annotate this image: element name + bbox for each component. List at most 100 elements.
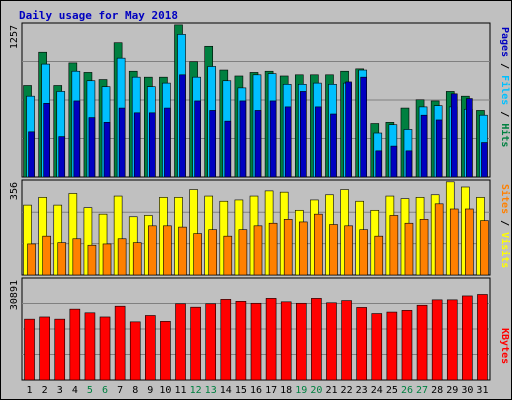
bar-kbytes-day-8	[129, 321, 141, 381]
bar-kbytes-day-15	[235, 301, 247, 381]
bar-kbytes-day-23	[356, 307, 367, 381]
bar-pages-day-2	[43, 103, 50, 178]
bar-sites-day-14	[223, 235, 233, 276]
bar-sites-day-24	[374, 235, 384, 276]
bar-sites-day-18	[283, 219, 293, 276]
bar-sites-day-5	[87, 244, 97, 276]
bar-pages-day-26	[405, 150, 413, 178]
bar-kbytes-day-30	[462, 295, 473, 381]
bar-kbytes-day-29	[446, 299, 458, 381]
bar-pages-day-5	[88, 117, 96, 178]
day-label-12: 12	[190, 385, 202, 396]
bar-kbytes-day-17	[265, 298, 277, 381]
bar-kbytes-day-16	[250, 302, 262, 381]
series-label-hits-files-pages: Pages / Files / Hits	[499, 27, 511, 147]
day-label-28: 28	[431, 385, 443, 396]
bar-sites-day-15	[238, 229, 248, 276]
bar-pages-day-10	[164, 107, 171, 178]
bar-kbytes-day-1	[24, 318, 35, 381]
day-label-31: 31	[476, 385, 488, 396]
axis-label-separator: /	[499, 214, 510, 232]
bar-pages-day-1	[28, 131, 35, 178]
bar-kbytes-day-2	[39, 316, 50, 381]
day-label-2: 2	[42, 385, 48, 396]
bar-kbytes-day-22	[341, 300, 352, 381]
axis-label-hits: Hits	[499, 123, 511, 147]
day-label-11: 11	[174, 385, 186, 396]
axis-label-sites: Sites	[499, 184, 511, 214]
bar-sites-day-23	[359, 229, 368, 276]
series-label-kbytes: KBytes	[499, 328, 510, 364]
bar-sites-day-9	[148, 225, 157, 276]
bar-sites-day-28	[434, 203, 444, 276]
day-label-7: 7	[117, 385, 123, 396]
bar-pages-day-3	[58, 136, 66, 178]
bar-kbytes-day-11	[175, 303, 186, 381]
day-label-24: 24	[371, 385, 383, 396]
day-label-21: 21	[325, 385, 337, 396]
bar-pages-day-20	[315, 106, 322, 178]
bar-sites-day-11	[178, 226, 187, 276]
day-label-5: 5	[87, 385, 93, 396]
bar-kbytes-day-28	[431, 299, 443, 381]
bar-pages-day-7	[118, 107, 126, 178]
bar-kbytes-day-31	[477, 294, 488, 381]
bar-sites-day-10	[163, 225, 172, 276]
bar-sites-day-20	[314, 213, 323, 276]
bar-pages-day-21	[330, 113, 337, 178]
bar-kbytes-day-9	[145, 315, 156, 381]
axis-label-files: Files	[499, 75, 511, 105]
bar-pages-day-13	[209, 110, 217, 178]
axis-label-visits: Visits	[499, 232, 511, 268]
day-label-22: 22	[341, 385, 353, 396]
bar-pages-day-28	[435, 119, 443, 178]
bar-pages-day-17	[269, 100, 277, 178]
day-label-17: 17	[265, 385, 277, 396]
bar-kbytes-day-26	[401, 310, 413, 381]
bar-sites-day-1	[27, 243, 36, 276]
bar-kbytes-day-18	[280, 301, 292, 381]
bar-pages-day-23	[360, 76, 367, 178]
bar-kbytes-day-13	[205, 303, 217, 381]
bar-pages-day-15	[239, 100, 247, 178]
bar-kbytes-day-5	[84, 312, 96, 381]
bar-pages-day-9	[149, 112, 156, 178]
day-label-16: 16	[250, 385, 262, 396]
bar-kbytes-day-14	[220, 299, 232, 381]
day-label-29: 29	[446, 385, 458, 396]
chart-title: Daily usage for May 2018	[19, 9, 178, 22]
bar-sites-day-30	[465, 208, 474, 276]
day-label-13: 13	[205, 385, 217, 396]
bar-pages-day-25	[390, 145, 398, 178]
series-label-sites-visits: Sites / Visits	[499, 184, 511, 268]
day-label-25: 25	[386, 385, 398, 396]
axis-label-separator: /	[499, 57, 510, 75]
bar-sites-day-7	[117, 238, 127, 276]
bar-pages-day-12	[194, 100, 201, 178]
bar-kbytes-day-10	[160, 321, 171, 381]
y-max-label-hits: 1257	[9, 25, 20, 49]
bar-sites-day-29	[449, 208, 459, 276]
bar-pages-day-11	[179, 74, 186, 178]
day-label-15: 15	[235, 385, 247, 396]
axis-label-pages: Pages	[499, 27, 510, 57]
bar-pages-day-24	[375, 150, 383, 178]
bar-sites-day-4	[72, 238, 82, 276]
y-max-label-kbytes: 30891	[9, 280, 20, 310]
bar-sites-day-19	[298, 221, 308, 276]
bar-kbytes-day-27	[416, 304, 428, 381]
day-label-20: 20	[310, 385, 322, 396]
bar-pages-day-16	[254, 110, 262, 178]
bar-pages-day-29	[450, 93, 458, 178]
day-label-8: 8	[132, 385, 138, 396]
day-label-1: 1	[27, 385, 33, 396]
bar-pages-day-30	[466, 98, 473, 178]
bar-sites-day-17	[268, 222, 278, 276]
day-label-27: 27	[416, 385, 428, 396]
bar-kbytes-day-21	[326, 302, 337, 381]
bar-sites-day-31	[480, 220, 489, 276]
bar-kbytes-day-3	[54, 318, 66, 381]
day-label-30: 30	[461, 385, 473, 396]
bar-sites-day-2	[42, 235, 51, 276]
bar-pages-day-6	[103, 122, 111, 178]
